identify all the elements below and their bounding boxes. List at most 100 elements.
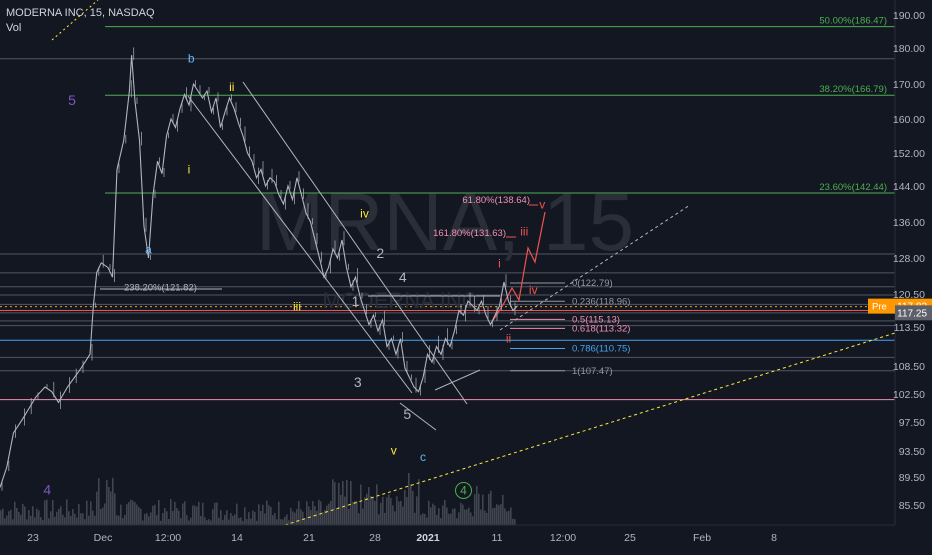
- premarket-badge-tag: Pre: [872, 302, 887, 313]
- volume-bar: [274, 513, 276, 525]
- volume-bar: [404, 490, 406, 525]
- volume-bar: [10, 509, 12, 525]
- volume-bar: [34, 517, 36, 525]
- volume-bar: [402, 506, 404, 525]
- volume-bar: [460, 502, 462, 525]
- volume-bar: [86, 500, 88, 525]
- volume-bar: [478, 493, 480, 525]
- volume-bar: [238, 517, 240, 525]
- time-tick-label: 12:00: [155, 532, 181, 544]
- volume-bar: [178, 510, 180, 525]
- volume-bar: [354, 501, 356, 525]
- base-line[interactable]: [434, 369, 481, 391]
- volume-bar: [464, 509, 466, 525]
- volume-bar: [168, 519, 170, 525]
- volume-bar: [70, 515, 72, 525]
- volume-bar: [484, 510, 486, 525]
- rising-dashed-line[interactable]: [499, 204, 691, 331]
- volume-bar: [268, 505, 270, 525]
- price-axis[interactable]: 85.50 89.50 93.50 97.50 102.50 108.50 113.50 12…: [893, 0, 932, 550]
- volume-bar: [330, 500, 332, 525]
- volume-bar: [166, 511, 168, 525]
- watermark-company: MODERNA INC: [322, 288, 477, 313]
- volume-bar: [324, 510, 326, 525]
- volume-bar: [270, 506, 272, 525]
- volume-bar: [490, 490, 492, 525]
- projected-red-wave[interactable]: [491, 211, 546, 323]
- volume-bar: [410, 484, 412, 525]
- volume-bar: [504, 508, 506, 525]
- volume-bar: [190, 517, 192, 525]
- volume-bar: [454, 508, 456, 525]
- yellow-dashed-top[interactable]: [51, 0, 99, 41]
- volume-bar: [108, 486, 110, 525]
- volume-bar: [230, 513, 232, 525]
- volume-bar: [416, 496, 418, 525]
- wave-label: ii: [229, 80, 234, 94]
- volume-bar: [326, 505, 328, 525]
- volume-bar: [14, 501, 16, 525]
- volume-bar: [130, 499, 132, 525]
- volume-bar: [356, 500, 358, 525]
- wave-label: 1: [352, 293, 360, 309]
- price-tick-label: 85.50: [899, 500, 925, 512]
- channel-lower-line[interactable]: [187, 95, 413, 394]
- wave-5-pointer[interactable]: [399, 402, 437, 431]
- volume-bar: [366, 493, 368, 525]
- volume-bar: [226, 510, 228, 525]
- volume-bar: [278, 501, 280, 525]
- wave-label: v: [391, 443, 397, 457]
- volume-bar: [46, 499, 48, 525]
- volume-bar: [192, 505, 194, 525]
- volume-bar: [344, 496, 346, 525]
- fib-level-label: 0(122.79): [572, 278, 613, 289]
- volume-indicator-label: Vol: [6, 22, 21, 34]
- volume-bar: [362, 508, 364, 525]
- volume-bar: [210, 520, 212, 525]
- volume-bar: [328, 503, 330, 525]
- price-tick-label: 89.50: [899, 472, 925, 484]
- volume-bar: [430, 507, 432, 525]
- volume-bar: [122, 518, 124, 525]
- volume-bar: [350, 481, 352, 525]
- volume-bar: [228, 519, 230, 525]
- volume-bar: [470, 512, 472, 525]
- volume-bar: [188, 520, 190, 525]
- extension-label: 238.20%(121.82): [124, 283, 197, 294]
- volume-bar: [118, 515, 120, 525]
- volume-bar: [390, 498, 392, 525]
- volume-bar: [124, 515, 126, 525]
- volume-bar: [212, 509, 214, 525]
- wave-label: 3: [354, 374, 362, 390]
- volume-bar: [440, 518, 442, 525]
- volume-bar: [262, 504, 264, 525]
- volume-bar: [134, 502, 136, 525]
- volume-bar: [170, 499, 172, 525]
- time-axis[interactable]: 23 Dec 12:00 14 21 28 2021 11 12:00 25 Feb 8: [0, 524, 932, 550]
- volume-bar: [322, 511, 324, 525]
- price-tick-label: 152.00: [893, 148, 925, 160]
- wave-label: 2: [376, 245, 384, 261]
- price-tick-label: 93.50: [899, 446, 925, 458]
- fib-level-label: 23.60%(142.44): [819, 182, 887, 193]
- price-tick-label: 180.00: [893, 43, 925, 55]
- volume-bar: [88, 515, 90, 525]
- volume-bar: [302, 511, 304, 525]
- volume-bar: [72, 508, 74, 525]
- volume-bar: [472, 516, 474, 525]
- time-tick-label: 12:00: [550, 532, 576, 544]
- volume-bar: [62, 514, 64, 525]
- volume-bar: [438, 508, 440, 525]
- yellow-dashed-trendline[interactable]: [284, 332, 896, 526]
- price-tick-label: 102.50: [893, 389, 925, 401]
- volume-bar: [136, 504, 138, 525]
- volume-bar: [510, 507, 512, 525]
- volume-bar: [232, 515, 234, 525]
- volume-bar: [116, 515, 118, 525]
- volume-bar: [148, 516, 150, 525]
- volume-bar: [74, 513, 76, 525]
